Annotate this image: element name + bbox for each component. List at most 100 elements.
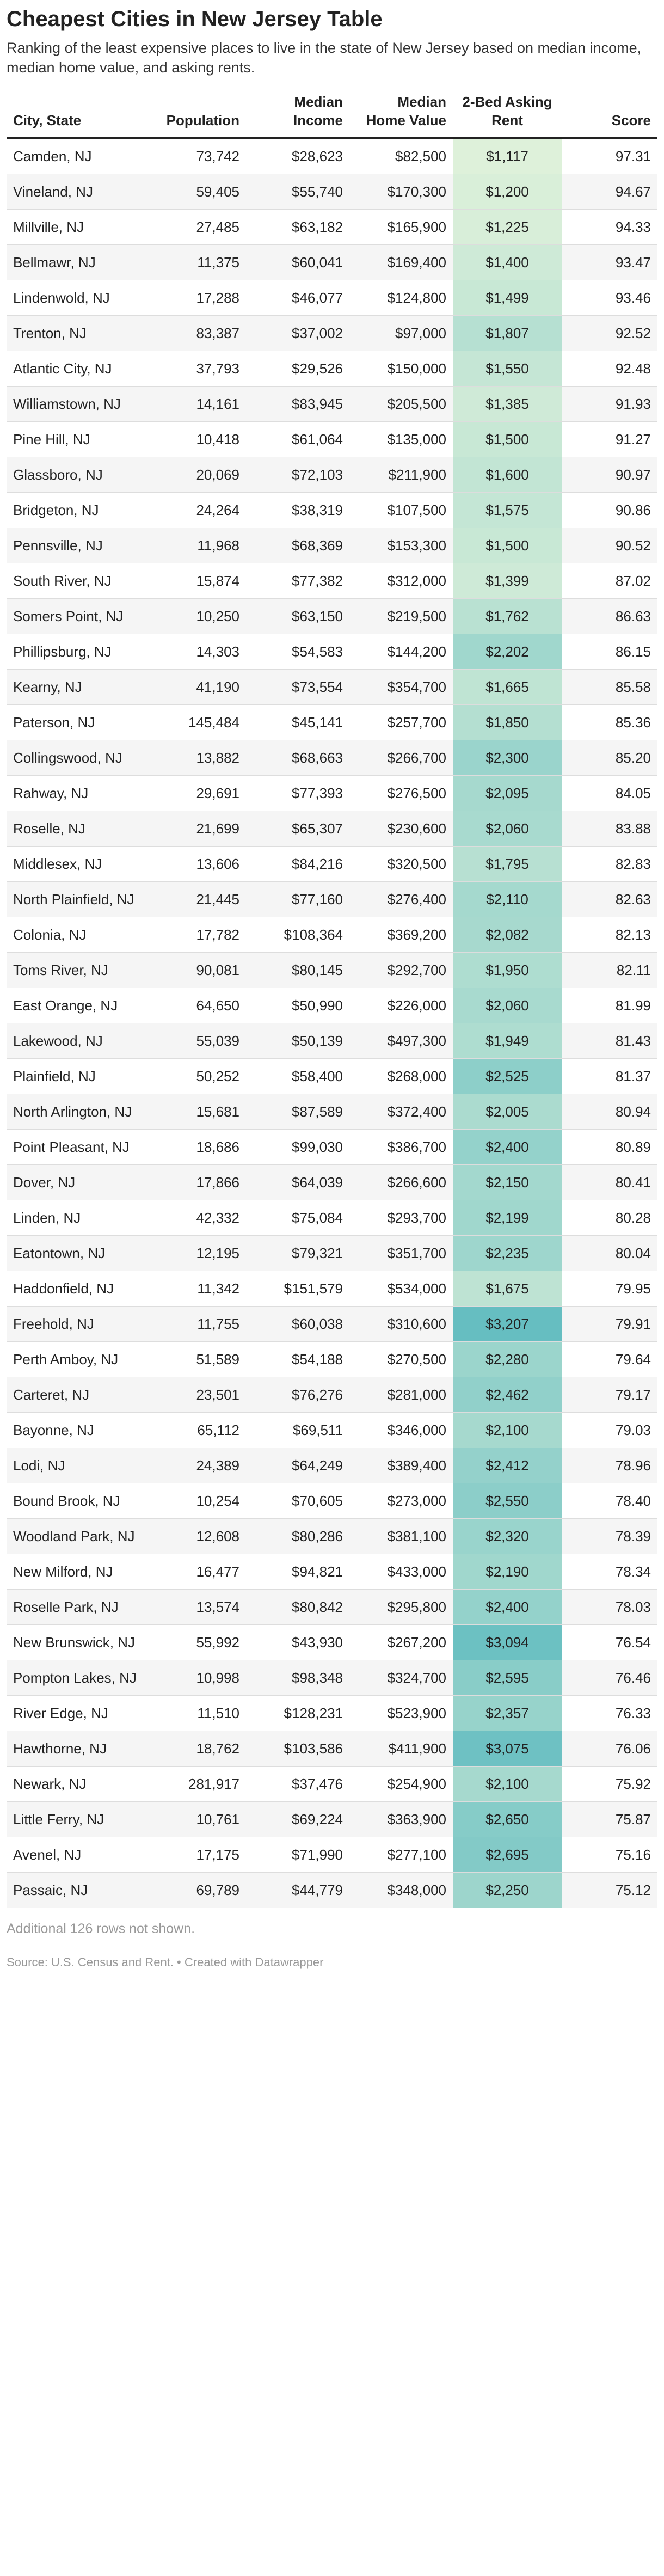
table-cell: $268,000: [349, 1058, 453, 1094]
table-row: Passaic, NJ 69,789 $44,779 $348,000 $2,250 75…: [7, 1872, 657, 1908]
table-cell: $266,700: [349, 740, 453, 776]
table-cell: Bound Brook, NJ: [7, 1483, 149, 1519]
table-cell: $433,000: [349, 1554, 453, 1590]
rent-cell: $2,060: [453, 988, 562, 1023]
table-cell: 81.99: [562, 988, 657, 1023]
table-cell: 50,252: [149, 1058, 246, 1094]
rent-cell: $2,199: [453, 1200, 562, 1236]
table-cell: Roselle, NJ: [7, 811, 149, 847]
column-header: City, State: [7, 93, 149, 139]
table-cell: $411,900: [349, 1731, 453, 1767]
rent-cell: $2,280: [453, 1341, 562, 1377]
table-cell: $257,700: [349, 704, 453, 740]
table-cell: Trenton, NJ: [7, 315, 149, 351]
subtitle: Ranking of the least expensive places to…: [7, 40, 642, 76]
table-cell: North Plainfield, NJ: [7, 881, 149, 917]
table-cell: 20,069: [149, 457, 246, 493]
table-cell: $75,084: [246, 1200, 349, 1236]
table-row: Rahway, NJ 29,691 $77,393 $276,500 $2,095 84.…: [7, 775, 657, 811]
table-row: Haddonfield, NJ 11,342 $151,579 $534,000 $1,…: [7, 1271, 657, 1307]
table-cell: 145,484: [149, 704, 246, 740]
table-cell: 78.40: [562, 1483, 657, 1519]
rent-cell: $1,762: [453, 598, 562, 634]
table-cell: 93.47: [562, 244, 657, 280]
rent-cell: $2,400: [453, 1589, 562, 1625]
table-cell: 65,112: [149, 1412, 246, 1448]
table-cell: 18,686: [149, 1129, 246, 1165]
table-cell: Phillipsburg, NJ: [7, 634, 149, 670]
table-row: East Orange, NJ 64,650 $50,990 $226,000 $2,0…: [7, 988, 657, 1023]
table-cell: $107,500: [349, 492, 453, 528]
table-cell: 59,405: [149, 174, 246, 210]
table-row: Williamstown, NJ 14,161 $83,945 $205,500 $1,…: [7, 386, 657, 422]
table-cell: 51,589: [149, 1341, 246, 1377]
table-cell: 55,992: [149, 1624, 246, 1660]
table-row: New Milford, NJ 16,477 $94,821 $433,000 $2,1…: [7, 1554, 657, 1590]
table-cell: 17,782: [149, 917, 246, 953]
table-cell: $69,511: [246, 1412, 349, 1448]
table-row: Phillipsburg, NJ 14,303 $54,583 $144,200 $2,…: [7, 634, 657, 670]
table-cell: 76.54: [562, 1624, 657, 1660]
table-cell: $144,200: [349, 634, 453, 670]
table-cell: $70,605: [246, 1483, 349, 1519]
source: Source: U.S. Census and Rent. • Created …: [7, 1955, 324, 1969]
column-header: Score: [562, 93, 657, 139]
table-cell: $43,930: [246, 1624, 349, 1660]
table-cell: $389,400: [349, 1448, 453, 1483]
table-cell: 83.88: [562, 811, 657, 847]
table-cell: $84,216: [246, 846, 349, 882]
table-cell: Freehold, NJ: [7, 1306, 149, 1342]
table-cell: 13,606: [149, 846, 246, 882]
rent-cell: $2,357: [453, 1695, 562, 1731]
table-cell: $534,000: [349, 1271, 453, 1307]
table-row: Newark, NJ 281,917 $37,476 $254,900 $2,100 75…: [7, 1766, 657, 1802]
header-row: City, State Population Median Income Median…: [7, 93, 657, 139]
rent-cell: $2,462: [453, 1377, 562, 1413]
table-cell: $98,348: [246, 1660, 349, 1696]
table-row: Roselle Park, NJ 13,574 $80,842 $295,800 $2,…: [7, 1589, 657, 1625]
table-cell: $354,700: [349, 669, 453, 705]
table-cell: 11,342: [149, 1271, 246, 1307]
rent-cell: $1,499: [453, 280, 562, 316]
table-cell: $50,990: [246, 988, 349, 1023]
table-cell: $205,500: [349, 386, 453, 422]
table-cell: $292,700: [349, 952, 453, 988]
table-cell: $37,002: [246, 315, 349, 351]
table-cell: $29,526: [246, 351, 349, 387]
rent-cell: $1,850: [453, 704, 562, 740]
rent-cell: $2,150: [453, 1164, 562, 1200]
rent-cell: $2,650: [453, 1801, 562, 1837]
column-header: Population: [149, 93, 246, 139]
title: Cheapest Cities in New Jersey Table: [7, 7, 383, 31]
table-cell: Bellmawr, NJ: [7, 244, 149, 280]
table-cell: Point Pleasant, NJ: [7, 1129, 149, 1165]
table-cell: Glassboro, NJ: [7, 457, 149, 493]
table-cell: Woodland Park, NJ: [7, 1518, 149, 1554]
table-cell: 92.48: [562, 351, 657, 387]
table-cell: 10,250: [149, 598, 246, 634]
table-cell: $97,000: [349, 315, 453, 351]
table-cell: 82.11: [562, 952, 657, 988]
table-cell: $266,600: [349, 1164, 453, 1200]
table-cell: $230,600: [349, 811, 453, 847]
table-cell: Lakewood, NJ: [7, 1023, 149, 1059]
table-row: Roselle, NJ 21,699 $65,307 $230,600 $2,060 83…: [7, 811, 657, 847]
table-cell: 15,874: [149, 563, 246, 599]
table-cell: $295,800: [349, 1589, 453, 1625]
table-cell: $80,286: [246, 1518, 349, 1554]
table-row: Colonia, NJ 17,782 $108,364 $369,200 $2,082 8…: [7, 917, 657, 953]
table-cell: Pine Hill, NJ: [7, 421, 149, 457]
table-cell: $351,700: [349, 1235, 453, 1271]
table-cell: Paterson, NJ: [7, 704, 149, 740]
table-cell: Bridgeton, NJ: [7, 492, 149, 528]
table-cell: $381,100: [349, 1518, 453, 1554]
rent-cell: $1,675: [453, 1271, 562, 1307]
rent-cell: $1,949: [453, 1023, 562, 1059]
table-cell: $60,041: [246, 244, 349, 280]
table-row: Kearny, NJ 41,190 $73,554 $354,700 $1,665 85.…: [7, 669, 657, 705]
table-cell: 80.41: [562, 1164, 657, 1200]
table-cell: 81.43: [562, 1023, 657, 1059]
table-row: Bound Brook, NJ 10,254 $70,605 $273,000 $2,5…: [7, 1483, 657, 1519]
rent-cell: $1,950: [453, 952, 562, 988]
rent-cell: $2,202: [453, 634, 562, 670]
